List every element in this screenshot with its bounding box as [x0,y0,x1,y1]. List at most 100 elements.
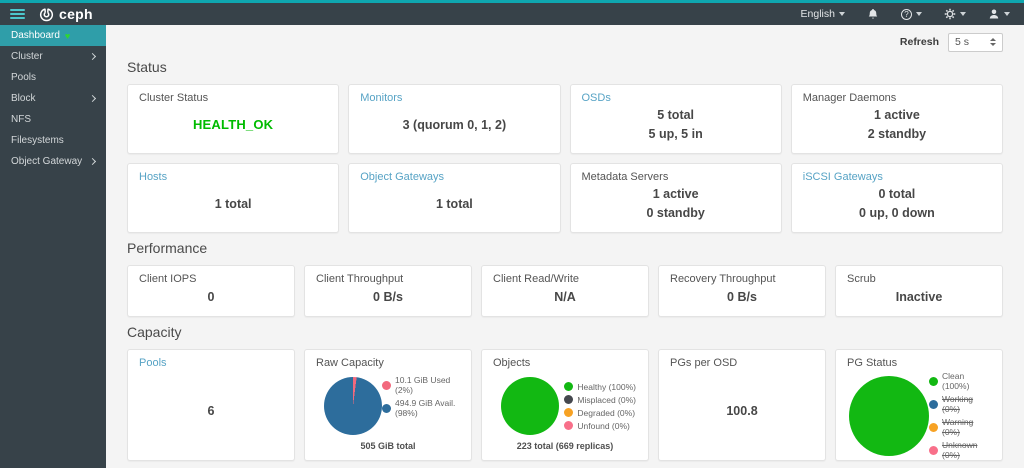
chevron-down-icon [916,12,922,16]
osds-upin-value: 5 up, 5 in [648,127,703,141]
client-iops-value: 0 [207,289,215,304]
legend-dot [382,380,391,390]
card-title-client-iops: Client IOPS [139,273,197,285]
card-title-raw-capacity: Raw Capacity [316,357,384,369]
menu-toggle-icon[interactable] [10,9,25,19]
chevron-down-icon [1004,12,1010,16]
legend-dot [929,399,938,409]
refresh-interval-value: 5 s [955,36,970,48]
legend-dot [382,403,391,413]
card-title-iscsi-gateways-link[interactable]: iSCSI Gateways [802,171,883,183]
sidebar-item-label: Object Gateway [11,156,83,167]
sidebar-nav: Dashboard ♥ Cluster Pools Block NFS File… [0,25,106,468]
legend-item-degraded[interactable]: Degraded (0%) [564,408,636,418]
top-navbar: ceph English ? [0,0,1024,25]
card-raw-capacity: Raw Capacity 10.1 GiB Used (2%) 494.9 Gi… [304,349,472,461]
legend-item-healthy[interactable]: Healthy (100%) [564,382,636,392]
user-menu[interactable] [988,8,1010,20]
capacity-grid: Pools 6 Raw Capacity 10.1 GiB Used (2%) … [127,349,1003,461]
monitors-value: 3 (quorum 0, 1, 2) [402,117,507,132]
legend-dot [564,395,574,404]
health-heart-icon: ♥ [64,30,71,41]
mgr-active-value: 1 active [873,108,920,123]
mgr-standby-value: 2 standby [867,127,927,141]
card-title-pools-link[interactable]: Pools [139,357,167,369]
card-manager-daemons: Manager Daemons 1 active 2 standby [790,84,1003,154]
card-pools: Pools 6 [127,349,295,461]
objects-legend: Healthy (100%) Misplaced (0%) Degraded (… [564,382,636,431]
sidebar-item-filesystems[interactable]: Filesystems [0,130,106,151]
card-title-monitors-link[interactable]: Monitors [360,92,403,104]
cluster-health-value: HEALTH_OK [192,117,274,133]
card-pg-status: PG Status Clean (100%) Working (0%) [835,349,1003,461]
legend-item-misplaced[interactable]: Misplaced (0%) [564,395,636,405]
language-menu[interactable]: English [801,8,845,20]
sidebar-item-label: Pools [11,72,37,83]
select-spinner-icon [990,38,996,46]
ceph-brand[interactable]: ceph [39,6,93,22]
dashboard-content: Refresh 5 s Status Cluster Status HEALTH… [106,25,1024,468]
legend-item-unfound[interactable]: Unfound (0%) [564,421,636,431]
card-title-osds-link[interactable]: OSDs [581,92,611,104]
help-menu[interactable]: ? [901,8,922,20]
user-icon [988,8,1000,20]
brand-title: ceph [59,6,93,22]
chevron-down-icon [960,12,966,16]
section-title-performance: Performance [127,240,208,256]
language-label: English [800,8,835,20]
settings-menu[interactable] [944,8,966,20]
osds-total-value: 5 total [657,108,695,123]
legend-item-avail[interactable]: 494.9 GiB Avail. (98%) [382,398,459,418]
sidebar-item-dashboard[interactable]: Dashboard ♥ [0,25,106,46]
card-title-hosts-link[interactable]: Hosts [139,171,168,183]
objects-pie-chart [501,377,559,435]
sidebar-item-nfs[interactable]: NFS [0,109,106,130]
performance-grid: Client IOPS 0 Client Throughput 0 B/s Cl… [127,265,1003,317]
client-throughput-value: 0 B/s [373,289,403,304]
section-title-status: Status [127,59,167,75]
pg-status-pie-chart [849,375,929,456]
card-title-client-throughput: Client Throughput [316,273,404,285]
legend-item-clean[interactable]: Clean (100%) [929,371,990,391]
scrub-value: Inactive [895,289,943,304]
raw-capacity-total-caption: 505 GiB total [360,441,416,451]
sidebar-item-label: NFS [11,114,31,125]
gear-icon [944,8,956,20]
refresh-label: Refresh [899,36,939,48]
legend-dot [564,382,574,391]
refresh-interval-select[interactable]: 5 s [948,32,1003,52]
legend-item-unknown[interactable]: Unknown (0%) [929,440,990,460]
card-title-objects: Objects [493,357,531,369]
sidebar-item-object-gateway[interactable]: Object Gateway [0,151,106,172]
legend-dot [929,422,938,432]
card-title-recovery-throughput: Recovery Throughput [670,273,776,285]
card-title-client-read-write: Client Read/Write [493,273,579,285]
recovery-throughput-value: 0 B/s [727,289,757,304]
legend-item-working[interactable]: Working (0%) [929,394,990,414]
card-title-pg-status: PG Status [847,357,898,369]
card-pgs-per-osd: PGs per OSD 100.8 [658,349,826,461]
mds-standby-value: 0 standby [646,206,705,220]
raw-capacity-legend: 10.1 GiB Used (2%) 494.9 GiB Avail. (98%… [382,375,459,418]
notifications-button[interactable] [867,8,879,20]
card-client-read-write: Client Read/Write N/A [481,265,649,317]
card-title-scrub: Scrub [847,273,876,285]
card-title-object-gateways-link[interactable]: Object Gateways [360,171,445,183]
sidebar-item-pools[interactable]: Pools [0,67,106,88]
card-scrub: Scrub Inactive [835,265,1003,317]
card-title-cluster-status: Cluster Status [139,92,209,104]
card-monitors: Monitors 3 (quorum 0, 1, 2) [348,84,561,154]
card-title-pgs-per-osd: PGs per OSD [670,357,738,369]
hosts-total-value: 1 total [214,196,252,211]
mds-active-value: 1 active [652,187,699,202]
chevron-right-icon [88,52,97,61]
card-title-manager-daemons: Manager Daemons [802,92,897,104]
legend-item-warning[interactable]: Warning (0%) [929,417,990,437]
sidebar-item-cluster[interactable]: Cluster [0,46,106,67]
objects-total-caption: 223 total (669 replicas) [516,441,614,451]
client-read-write-value: N/A [554,289,576,304]
sidebar-item-label: Cluster [11,51,43,62]
sidebar-item-block[interactable]: Block [0,88,106,109]
legend-item-used[interactable]: 10.1 GiB Used (2%) [382,375,459,395]
raw-capacity-pie-chart [324,377,382,435]
